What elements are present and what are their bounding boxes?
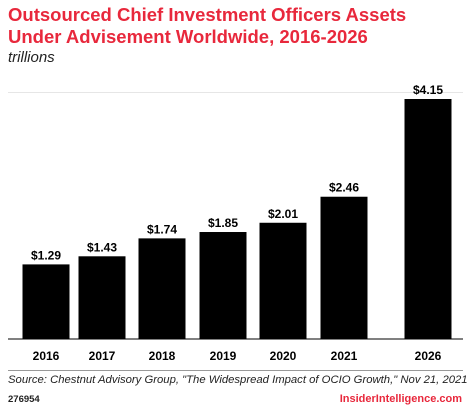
- top-divider: [8, 92, 463, 93]
- x-tick-2026: 2026: [415, 349, 442, 363]
- source-divider: [8, 370, 463, 371]
- chart-id: 276954: [8, 394, 40, 405]
- data-label-2020: $2.01: [268, 207, 298, 221]
- bar-2017: [78, 256, 126, 339]
- data-label-2019: $1.85: [208, 216, 238, 230]
- data-label-2018: $1.74: [147, 222, 177, 236]
- chart-subtitle: trillions: [8, 49, 55, 66]
- x-tick-2018: 2018: [149, 349, 176, 363]
- bar-2020: [259, 222, 307, 339]
- x-tick-2019: 2019: [210, 349, 237, 363]
- source-note: Source: Chestnut Advisory Group, "The Wi…: [8, 374, 468, 386]
- x-tick-2020: 2020: [270, 349, 297, 363]
- bar-2021: [320, 196, 368, 339]
- x-tick-2016: 2016: [33, 349, 60, 363]
- chart-title: Outsourced Chief Investment Officers Ass…: [8, 4, 407, 47]
- x-tick-2017: 2017: [89, 349, 116, 363]
- x-tick-2021: 2021: [331, 349, 358, 363]
- bar-2016: [22, 264, 70, 339]
- data-label-2017: $1.43: [87, 240, 117, 254]
- bar-2026: [404, 99, 452, 339]
- data-label-2021: $2.46: [329, 181, 359, 195]
- data-label-2016: $1.29: [31, 248, 61, 262]
- bar-2019: [199, 232, 247, 339]
- data-label-2026: $4.15: [413, 83, 443, 97]
- brand-logo[interactable]: InsiderIntelligence.com: [339, 393, 462, 405]
- bar-2018: [138, 238, 186, 339]
